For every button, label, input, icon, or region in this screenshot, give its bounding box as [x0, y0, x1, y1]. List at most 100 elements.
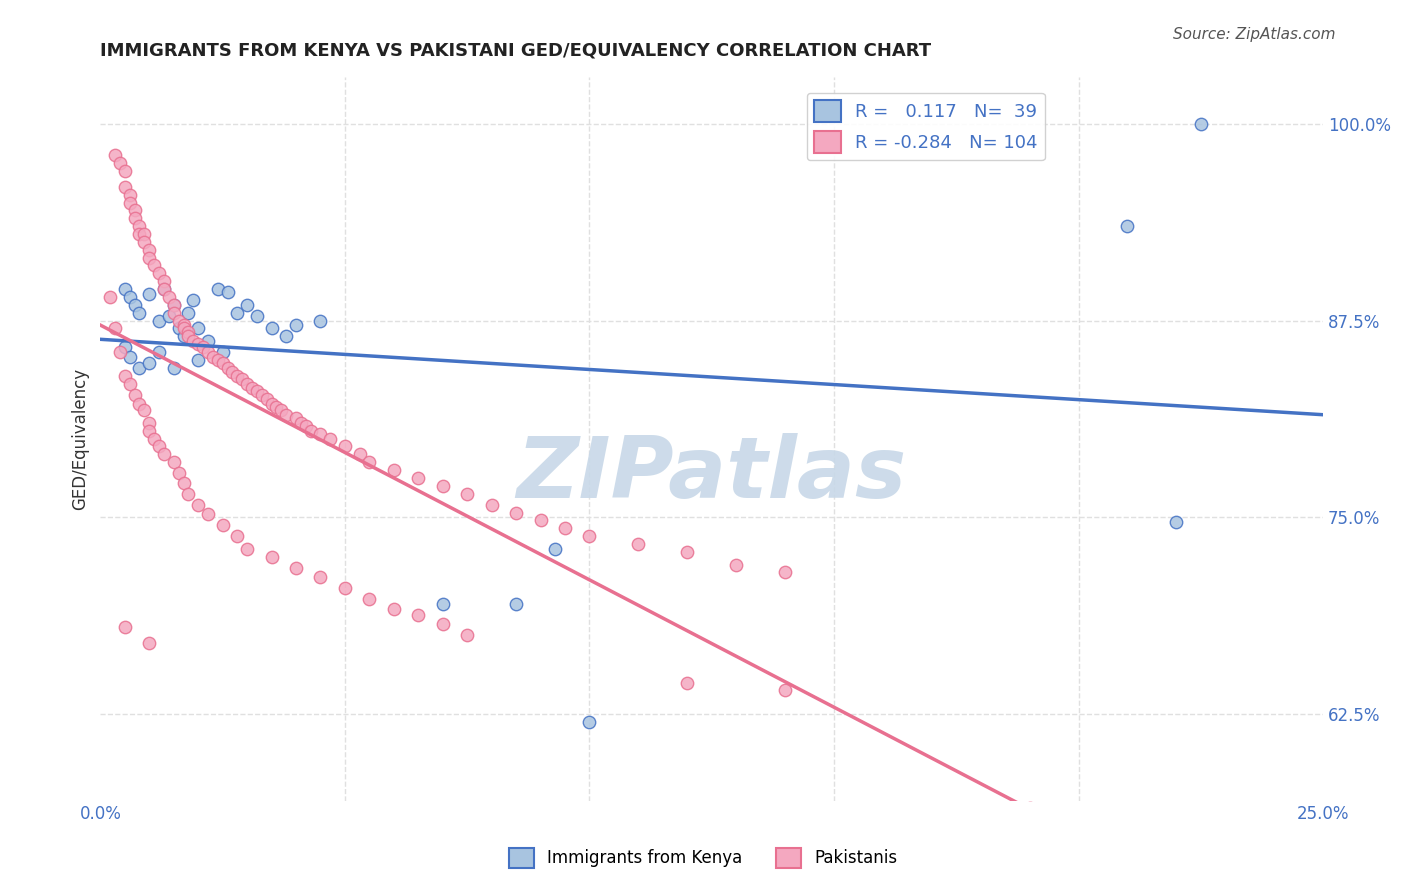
Point [382, 601, 405, 615]
Point [114, 179, 136, 194]
Point [221, 366, 243, 380]
Point [260, 397, 283, 411]
Point [211, 518, 233, 533]
Point [108, 345, 131, 359]
Point [382, 463, 405, 477]
Point [181, 293, 204, 307]
Point [725, 558, 748, 572]
Point [773, 566, 796, 580]
Text: IMMIGRANTS FROM KENYA VS PAKISTANI GED/EQUIVALENCY CORRELATION CHART: IMMIGRANTS FROM KENYA VS PAKISTANI GED/E… [100, 42, 932, 60]
Legend: Immigrants from Kenya, Pakistanis: Immigrants from Kenya, Pakistanis [502, 841, 904, 875]
Point [481, 498, 503, 512]
Point [138, 243, 160, 257]
Point [163, 360, 186, 375]
Point [1116, 809, 1139, 823]
Point [128, 397, 150, 411]
Point [1116, 219, 1139, 233]
Point [217, 360, 239, 375]
Point [211, 345, 233, 359]
Point [270, 403, 292, 417]
Point [432, 479, 454, 493]
Point [98, 290, 121, 304]
Point [432, 597, 454, 611]
Point [157, 290, 180, 304]
Point [246, 309, 269, 323]
Point [236, 376, 259, 391]
Point [177, 325, 200, 339]
Point [163, 306, 186, 320]
Point [173, 475, 195, 490]
Point [153, 282, 176, 296]
Point [148, 313, 170, 327]
Point [197, 507, 219, 521]
Y-axis label: GED/Equivalency: GED/Equivalency [72, 368, 89, 509]
Point [432, 617, 454, 632]
Point [138, 636, 160, 650]
Point [290, 416, 312, 430]
Point [191, 340, 214, 354]
Point [309, 570, 332, 584]
Point [118, 290, 141, 304]
Point [260, 549, 283, 564]
Point [128, 219, 150, 233]
Point [138, 424, 160, 438]
Point [578, 529, 600, 543]
Point [456, 628, 478, 642]
Point [138, 356, 160, 370]
Point [177, 306, 200, 320]
Point [138, 416, 160, 430]
Point [217, 285, 239, 300]
Point [544, 541, 567, 556]
Point [104, 148, 127, 162]
Point [676, 675, 699, 690]
Point [240, 381, 263, 395]
Point [197, 334, 219, 348]
Point [124, 211, 146, 226]
Point [173, 321, 195, 335]
Point [177, 329, 200, 343]
Point [167, 313, 190, 327]
Point [236, 298, 259, 312]
Point [456, 486, 478, 500]
Point [108, 156, 131, 170]
Point [349, 447, 371, 461]
Point [167, 467, 190, 481]
Point [134, 227, 156, 241]
Point [197, 345, 219, 359]
Point [1018, 801, 1040, 815]
Point [124, 387, 146, 401]
Point [627, 537, 650, 551]
Point [276, 408, 298, 422]
Point [187, 352, 209, 367]
Point [294, 419, 316, 434]
Point [134, 235, 156, 249]
Point [276, 329, 298, 343]
Text: Source: ZipAtlas.com: Source: ZipAtlas.com [1173, 27, 1336, 42]
Point [226, 529, 249, 543]
Point [207, 282, 229, 296]
Point [124, 298, 146, 312]
Point [173, 329, 195, 343]
Point [250, 387, 273, 401]
Point [143, 432, 166, 446]
Point [138, 286, 160, 301]
Point [578, 714, 600, 729]
Point [181, 334, 204, 348]
Point [211, 356, 233, 370]
Point [153, 447, 176, 461]
Point [163, 455, 186, 469]
Point [148, 440, 170, 454]
Point [153, 274, 176, 288]
Point [124, 203, 146, 218]
Point [207, 352, 229, 367]
Point [319, 432, 342, 446]
Point [285, 411, 308, 425]
Point [143, 259, 166, 273]
Point [157, 309, 180, 323]
Point [1166, 515, 1188, 529]
Point [309, 313, 332, 327]
Point [128, 360, 150, 375]
Point [187, 337, 209, 351]
Point [309, 426, 332, 441]
Point [266, 400, 288, 414]
